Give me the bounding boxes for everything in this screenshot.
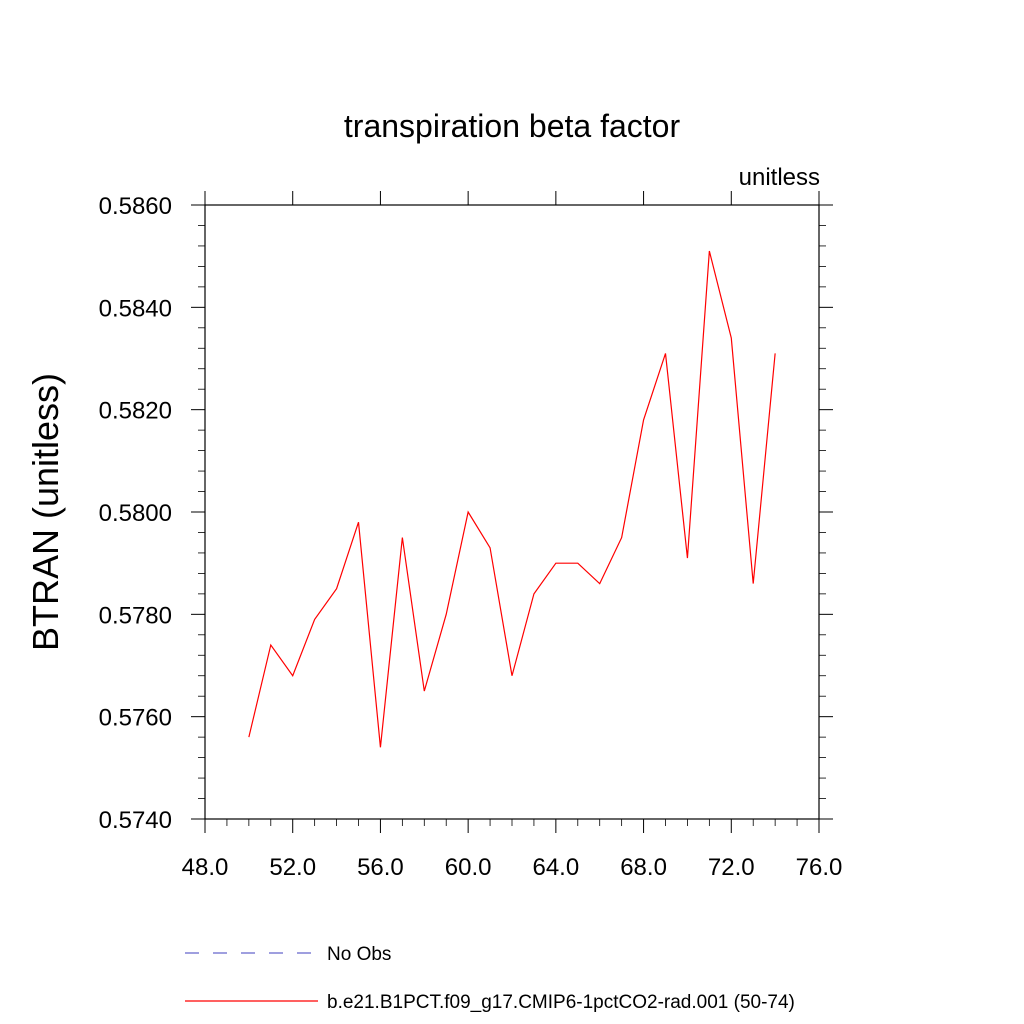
legend: No Obs b.e21.B1PCT.f09_g17.CMIP6-1pctCO2… [185,944,795,1013]
y-tick-label: 0.5740 [99,807,172,834]
series-line [248,250,776,748]
x-tick-label: 56.0 [357,854,404,881]
legend-label-no-obs: No Obs [327,944,391,965]
y-tick-label: 0.5800 [99,500,172,527]
x-tick-label: 68.0 [620,854,667,881]
y-tick-label: 0.5820 [99,398,172,425]
units-label: unitless [739,164,820,191]
y-tick-label: 0.5760 [99,705,172,732]
plot-frame [204,204,820,820]
x-tick-label: 72.0 [708,854,755,881]
y-axis-label: BTRAN (unitless) [25,373,66,651]
x-tick-label: 76.0 [796,854,843,881]
legend-label-series: b.e21.B1PCT.f09_g17.CMIP6-1pctCO2-rad.00… [327,992,795,1013]
series-lines [248,250,776,748]
axis-ticks: 48.0 52.0 56.0 60.0 64.0 68.0 72.0 76.0 0.5740 0.… [99,191,843,881]
chart-title: transpiration beta factor [344,108,681,144]
x-tick-label: 64.0 [532,854,579,881]
x-tick-label: 48.0 [182,854,229,881]
y-tick-label: 0.5780 [99,602,172,629]
x-tick-label: 60.0 [445,854,492,881]
y-tick-label: 0.5840 [99,295,172,322]
y-tick-label: 0.5860 [99,193,172,220]
x-tick-label: 52.0 [269,854,316,881]
